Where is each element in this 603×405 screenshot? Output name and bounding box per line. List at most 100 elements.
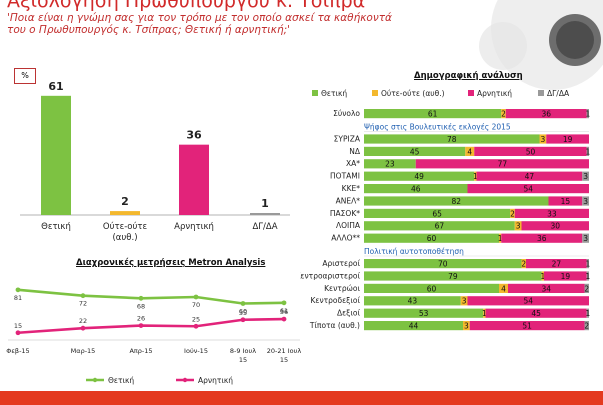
segment-value-label: 67 bbox=[435, 222, 445, 231]
stack-segment bbox=[463, 321, 470, 331]
stack-segment bbox=[364, 271, 542, 281]
stack-segment bbox=[499, 283, 508, 293]
legend-label: Αρνητική bbox=[477, 89, 512, 98]
stack-segment bbox=[460, 296, 468, 306]
stack-segment bbox=[364, 146, 466, 156]
stack-segment bbox=[586, 146, 589, 156]
row-label: Δεξιοί bbox=[337, 309, 360, 318]
section-label: Πολιτική αυτοτοποθέτηση bbox=[364, 247, 464, 256]
stack-segment bbox=[584, 283, 589, 293]
segment-value-label: 4 bbox=[467, 147, 472, 156]
overall-bar-chart: 61 Θετική 2 Ούτε-ούτε(αυθ.) 36 Αρνητική 1 ΔΓ/ΔΑ bbox=[20, 80, 290, 243]
point-value-label: 15 bbox=[14, 322, 22, 330]
segment-value-label: 65 bbox=[432, 209, 442, 218]
segment-value-label: 15 bbox=[561, 197, 571, 206]
point-value-label: 60 bbox=[239, 308, 247, 316]
series-point bbox=[138, 323, 144, 328]
point-value-label: 72 bbox=[79, 300, 87, 308]
stack-segment bbox=[415, 159, 589, 169]
series-point bbox=[240, 317, 246, 323]
legend-marker bbox=[182, 377, 188, 383]
segment-value-label: 3 bbox=[462, 297, 467, 306]
row-label: ΑΝΕΛ* bbox=[336, 196, 361, 205]
category-label: Αρνητική bbox=[174, 222, 214, 232]
segment-value-label: 1 bbox=[585, 272, 590, 281]
segment-value-label: 45 bbox=[531, 309, 541, 318]
bar-value-label: 2 bbox=[121, 195, 129, 208]
category-label: (αυθ.) bbox=[112, 233, 137, 243]
segment-value-label: 82 bbox=[451, 197, 461, 206]
series-point bbox=[15, 287, 21, 293]
row-label: ΠΟΤΑΜΙ bbox=[330, 172, 360, 181]
stack-segment bbox=[474, 146, 587, 156]
legend-label: Θετική bbox=[321, 89, 347, 98]
stack-segment bbox=[499, 233, 502, 243]
x-tick-label: Απρ-15 bbox=[129, 347, 152, 355]
stack-segment bbox=[483, 308, 486, 318]
row-label: ΠΑΣΟΚ* bbox=[330, 209, 360, 218]
stack-segment bbox=[474, 171, 477, 181]
stack-segment bbox=[514, 208, 589, 218]
stack-segment bbox=[584, 321, 589, 331]
stack-segment bbox=[546, 134, 589, 144]
stack-segment bbox=[548, 196, 583, 206]
stack-segment bbox=[364, 321, 463, 331]
segment-value-label: 19 bbox=[563, 135, 573, 144]
point-value-label: 36 bbox=[280, 308, 288, 316]
bar bbox=[179, 144, 209, 215]
stack-segment bbox=[364, 109, 502, 119]
stack-segment bbox=[586, 109, 589, 119]
x-tick-label: 8-9 Ιουλ bbox=[230, 347, 256, 355]
legend-marker bbox=[92, 377, 98, 383]
x-tick-label: Φεβ-15 bbox=[6, 347, 29, 355]
segment-value-label: 1 bbox=[585, 260, 590, 269]
segment-value-label: 2 bbox=[584, 322, 589, 331]
bar-value-label: 61 bbox=[48, 80, 63, 93]
stack-segment bbox=[586, 271, 589, 281]
stack-segment bbox=[469, 321, 585, 331]
stack-segment bbox=[485, 308, 587, 318]
x-tick-label: 15 bbox=[239, 356, 247, 364]
stack-segment bbox=[586, 308, 589, 318]
category-label: ΔΓ/ΔΑ bbox=[252, 222, 277, 232]
stack-segment bbox=[364, 208, 511, 218]
segment-value-label: 1 bbox=[585, 147, 590, 156]
legend-swatch bbox=[468, 90, 474, 96]
point-value-label: 81 bbox=[14, 294, 22, 302]
stack-segment bbox=[364, 233, 499, 243]
stack-segment bbox=[582, 171, 589, 181]
stack-segment bbox=[582, 233, 589, 243]
row-label: Κεντροδεξιοί bbox=[310, 296, 360, 305]
segment-value-label: 51 bbox=[522, 322, 532, 331]
stack-segment bbox=[514, 221, 522, 231]
series-point bbox=[80, 293, 86, 299]
series-point bbox=[193, 294, 199, 300]
series-point bbox=[281, 316, 287, 322]
demographic-title: Δημογραφική ανάλυση bbox=[414, 71, 523, 81]
segment-value-label: 30 bbox=[550, 222, 560, 231]
x-tick-label: 20-21 Ιουλ bbox=[267, 347, 302, 355]
row-label: Κεντρώοι bbox=[324, 284, 360, 293]
legend-swatch bbox=[372, 90, 378, 96]
row-label: ΝΔ bbox=[349, 147, 361, 156]
segment-value-label: 36 bbox=[541, 110, 551, 119]
series-point bbox=[80, 325, 86, 331]
row-label: Αριστεροί bbox=[322, 259, 360, 268]
series-point bbox=[281, 300, 287, 306]
point-value-label: 25 bbox=[192, 315, 200, 323]
segment-value-label: 60 bbox=[427, 284, 437, 293]
stack-segment bbox=[505, 109, 587, 119]
segment-value-label: 2 bbox=[510, 209, 515, 218]
stack-segment bbox=[467, 184, 589, 194]
series-point bbox=[193, 323, 199, 329]
stack-segment bbox=[539, 134, 547, 144]
percent-unit-box: % bbox=[14, 68, 36, 84]
legend-label: Αρνητική bbox=[198, 376, 233, 385]
segment-value-label: 70 bbox=[438, 260, 448, 269]
segment-value-label: 53 bbox=[419, 309, 429, 318]
segment-value-label: 19 bbox=[561, 272, 571, 281]
series-point bbox=[138, 295, 144, 301]
segment-value-label: 79 bbox=[448, 272, 458, 281]
category-label: Ούτε-ούτε bbox=[103, 221, 148, 232]
series-point bbox=[240, 301, 246, 306]
